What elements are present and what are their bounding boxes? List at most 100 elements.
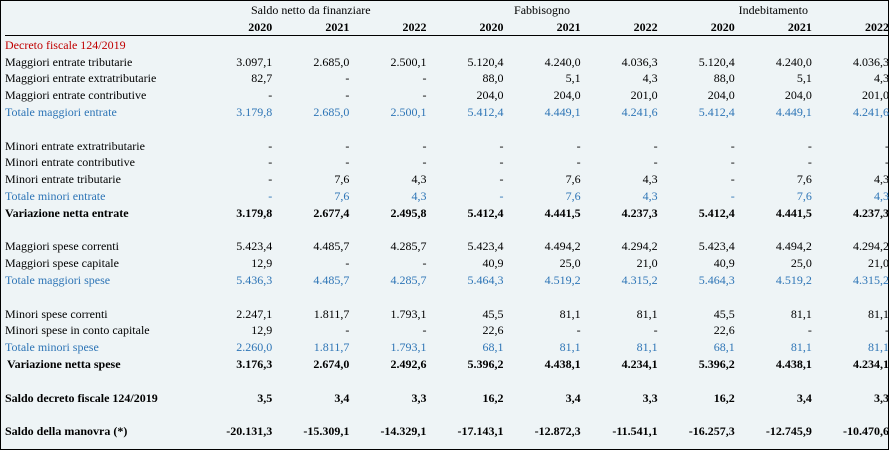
cell-value: 4,3 <box>411 188 427 203</box>
cell-value: 4.315,2 <box>621 272 658 287</box>
cell-value: 2.500,1 <box>390 104 427 119</box>
cell-value <box>581 221 658 238</box>
cell-value: 81,1 <box>790 340 812 355</box>
year-header-row: 2020 2021 2022 2020 2021 2022 2020 2021 … <box>5 18 889 36</box>
cell-value: - <box>807 155 812 170</box>
cell-value: 3,5 <box>257 390 273 405</box>
cell-value <box>426 288 503 305</box>
cell-value: 4.294,2 <box>621 239 658 254</box>
cell-value: 12,9 <box>251 323 273 338</box>
cell-value: 40,9 <box>482 256 504 271</box>
row-label <box>5 406 195 423</box>
cell-value: 81,1 <box>559 340 581 355</box>
table-row: Minori entrate contributive - - - - - - - - - <box>5 154 889 171</box>
cell-value: - <box>422 323 427 338</box>
cell-value: - <box>422 88 427 103</box>
cell-value: 45,5 <box>482 306 504 321</box>
cell-value: 1.811,7 <box>313 340 350 355</box>
cell-value: 4.449,1 <box>544 104 581 119</box>
cell-value <box>735 120 812 137</box>
cell-value <box>426 406 503 423</box>
cell-value: 3,3 <box>642 390 658 405</box>
cell-value: 4.449,1 <box>775 104 812 119</box>
row-label: Totale minori entrate <box>5 188 106 203</box>
table-row: Totale maggiori spese 5.436,3 4.485,7 4.285… <box>5 271 889 288</box>
cell-value: 21,0 <box>636 256 658 271</box>
cell-value <box>658 372 735 389</box>
cell-value: -20.131,3 <box>226 424 273 439</box>
cell-value: - <box>268 155 273 170</box>
cell-value: 88,0 <box>482 71 504 86</box>
table-row: Decreto fiscale 124/2019 <box>5 36 889 53</box>
cell-value: - <box>576 323 581 338</box>
cell-value <box>349 406 426 423</box>
cell-value: 4.285,7 <box>390 272 427 287</box>
cell-value: - <box>885 155 889 170</box>
cell-value: - <box>653 155 658 170</box>
cell-value: 2.260,0 <box>236 340 273 355</box>
year-header: 2022 <box>580 18 658 36</box>
cell-value: 4.241,6 <box>853 104 889 119</box>
cell-value <box>195 288 272 305</box>
cell-value: 88,0 <box>713 71 735 86</box>
cell-value: 4.441,5 <box>775 205 812 220</box>
year-header: 2022 <box>811 18 889 36</box>
cell-value: - <box>653 138 658 153</box>
cell-value <box>504 288 581 305</box>
cell-value: -11.541,1 <box>612 424 658 439</box>
cell-value <box>812 406 889 423</box>
row-label: Saldo della manovra (*) <box>5 424 128 439</box>
cell-value: - <box>345 155 350 170</box>
cell-value <box>581 288 658 305</box>
cell-value <box>812 120 889 137</box>
cell-value: - <box>422 71 427 86</box>
cell-value: 40,9 <box>713 256 735 271</box>
cell-value <box>658 406 735 423</box>
cell-value: 81,1 <box>868 306 889 321</box>
cell-value: -10.470,6 <box>843 424 889 439</box>
cell-value <box>195 36 272 53</box>
cell-value: 81,1 <box>636 340 658 355</box>
cell-value: - <box>345 71 350 86</box>
cell-value <box>195 406 272 423</box>
cell-value: - <box>730 188 735 203</box>
cell-value: 4.485,7 <box>313 272 350 287</box>
cell-value: 5.423,4 <box>467 239 504 254</box>
cell-value <box>272 120 349 137</box>
cell-value <box>812 288 889 305</box>
cell-value: 4,3 <box>642 172 658 187</box>
cell-value: - <box>268 172 273 187</box>
cell-value: - <box>807 323 812 338</box>
cell-value: 4.234,1 <box>621 356 658 371</box>
row-label: Maggiori spese capitale <box>5 256 119 271</box>
cell-value <box>426 120 503 137</box>
cell-value: 4.315,2 <box>853 272 889 287</box>
row-label <box>5 288 195 305</box>
cell-value: 2.492,6 <box>390 356 427 371</box>
cell-value: 3.097,1 <box>236 54 273 69</box>
cell-value: -16.257,3 <box>688 424 735 439</box>
cell-value: 3.179,8 <box>236 104 273 119</box>
cell-value: - <box>422 256 427 271</box>
cell-value <box>349 288 426 305</box>
cell-value <box>581 120 658 137</box>
table-row: Maggiori entrate contributive - - - 204,0 204… <box>5 86 889 103</box>
year-header: 2021 <box>503 18 581 36</box>
cell-value: 1.793,1 <box>390 306 427 321</box>
cell-value: 4.036,3 <box>621 54 658 69</box>
cell-value: 5.120,4 <box>467 54 504 69</box>
year-header: 2020 <box>657 18 735 36</box>
cell-value <box>426 36 503 53</box>
cell-value <box>735 36 812 53</box>
cell-value: 5.464,3 <box>467 272 504 287</box>
cell-value: 4.438,1 <box>775 356 812 371</box>
cell-value: 22,6 <box>482 323 504 338</box>
table-row: Maggiori entrate tributarie 3.097,1 2.685,… <box>5 53 889 70</box>
group-header-indebitamento: Indebitamento <box>738 3 808 17</box>
cell-value <box>195 372 272 389</box>
cell-value: 7,6 <box>796 188 812 203</box>
cell-value: 4.494,2 <box>544 239 581 254</box>
cell-value: 2.685,0 <box>313 104 350 119</box>
cell-value <box>272 221 349 238</box>
table-row: Saldo della manovra (*) -20.131,3 -15.309,… <box>5 422 889 439</box>
